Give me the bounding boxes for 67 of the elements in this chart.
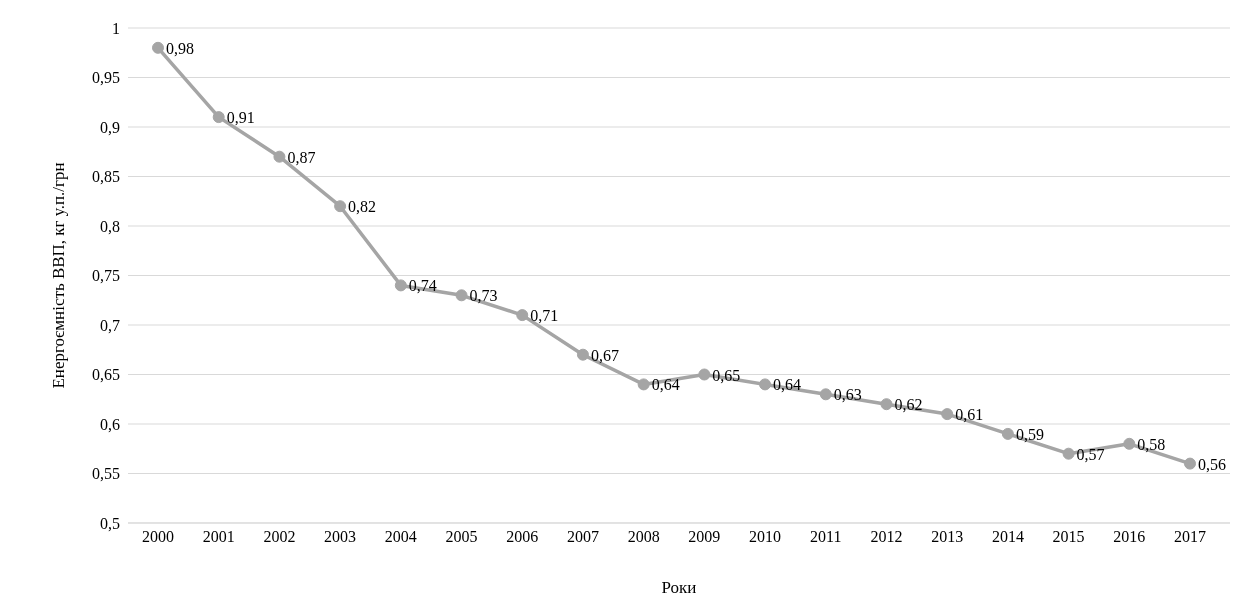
data-label: 0,57 [1076, 445, 1105, 463]
x-tick-label: 2006 [506, 528, 539, 546]
x-tick-label: 2015 [1052, 528, 1085, 546]
point [941, 408, 954, 421]
x-tick-label: 2014 [991, 528, 1024, 546]
point [273, 150, 286, 163]
x-tick-label: 2000 [142, 528, 174, 546]
data-label: 0,61 [955, 406, 984, 424]
data-label: 0,73 [469, 287, 498, 305]
data-label: 0,64 [651, 376, 680, 394]
data-label: 0,62 [894, 396, 923, 414]
point [759, 378, 772, 391]
x-tick-label: 2003 [324, 528, 357, 546]
y-tick-label: 0,85 [92, 168, 120, 186]
point [1184, 457, 1196, 470]
y-axis-title: Енергоємність ВВП, кг у.п./грн [49, 162, 69, 389]
x-tick-label: 2012 [870, 528, 903, 546]
y-tick-label: 0,9 [100, 118, 120, 136]
y-tick-label: 0,75 [92, 267, 120, 285]
point [576, 348, 589, 361]
x-tick-label: 2005 [445, 528, 478, 546]
data-label: 0,71 [530, 307, 559, 325]
point [516, 309, 529, 322]
point [212, 111, 225, 124]
data-label: 0,74 [408, 277, 437, 295]
point [819, 388, 832, 401]
point [698, 368, 711, 381]
data-label: 0,59 [1015, 425, 1044, 443]
y-tick-label: 0,5 [100, 514, 120, 532]
x-tick-label: 2010 [749, 528, 782, 546]
x-tick-label: 2007 [566, 528, 599, 546]
x-tick-label: 2008 [627, 528, 660, 546]
y-tick-label: 0,8 [100, 217, 120, 235]
x-tick-label: 2002 [263, 528, 296, 546]
point [637, 378, 650, 391]
point [334, 200, 347, 213]
x-tick-label: 2017 [1174, 528, 1206, 546]
point [880, 398, 893, 411]
y-tick-label: 0,95 [92, 69, 120, 87]
data-label: 0,87 [287, 148, 316, 166]
data-label: 0,63 [833, 386, 862, 404]
x-tick-label: 2001 [202, 528, 235, 546]
point [1123, 437, 1136, 450]
x-axis-title: Роки [661, 578, 697, 597]
y-tick-label: 0,65 [92, 366, 120, 384]
point [1001, 427, 1014, 440]
data-label: 0,58 [1137, 435, 1166, 453]
x-tick-label: 2016 [1113, 528, 1146, 546]
y-tick-label: 1 [112, 19, 120, 37]
point [455, 289, 468, 302]
data-label: 0,65 [712, 366, 741, 384]
x-tick-label: 2011 [810, 528, 842, 546]
data-label: 0,56 [1198, 455, 1226, 473]
point [1062, 447, 1075, 460]
y-tick-label: 0,7 [100, 316, 120, 334]
point [394, 279, 407, 292]
data-label: 0,91 [226, 109, 255, 127]
y-tick-label: 0,6 [100, 415, 120, 433]
x-tick-label: 2004 [384, 528, 417, 546]
x-tick-label: 2013 [931, 528, 964, 546]
data-label: 0,82 [348, 198, 377, 216]
y-tick-label: 0,55 [92, 465, 120, 483]
point [152, 41, 164, 54]
data-label: 0,98 [166, 39, 194, 57]
data-label: 0,67 [590, 346, 619, 364]
x-tick-label: 2009 [688, 528, 721, 546]
data-label: 0,64 [773, 376, 802, 394]
